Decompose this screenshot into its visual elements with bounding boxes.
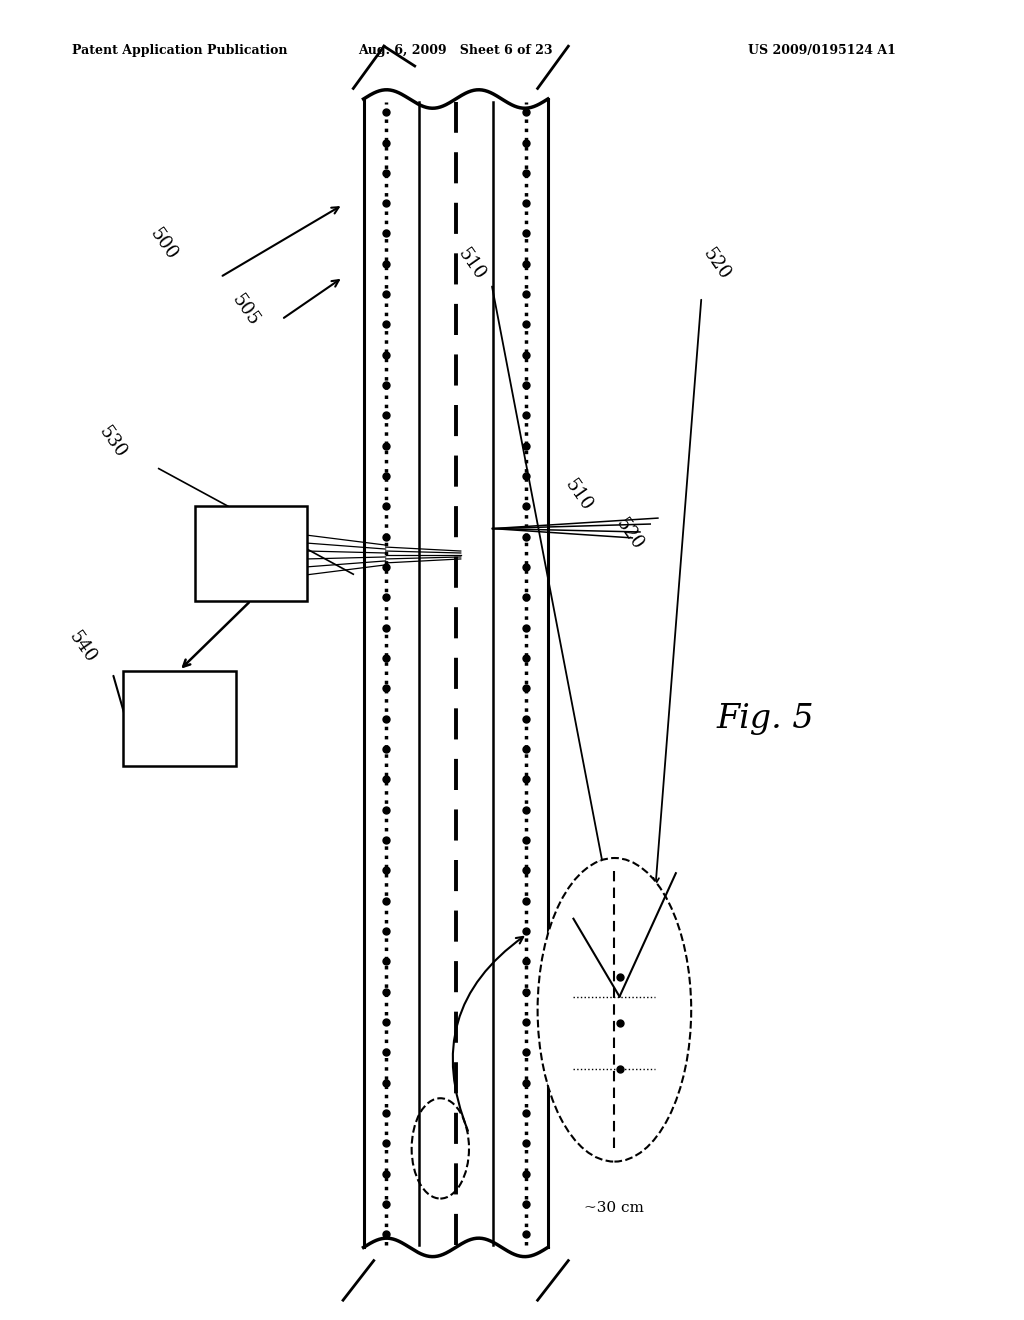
Text: US 2009/0195124 A1: US 2009/0195124 A1 xyxy=(748,44,895,57)
Text: 510: 510 xyxy=(561,475,596,515)
Bar xyxy=(123,671,236,766)
Text: 530: 530 xyxy=(95,422,130,462)
Text: Fig. 5: Fig. 5 xyxy=(717,704,814,735)
FancyArrowPatch shape xyxy=(453,937,523,1131)
Text: 500: 500 xyxy=(146,224,181,264)
Text: Aug. 6, 2009   Sheet 6 of 23: Aug. 6, 2009 Sheet 6 of 23 xyxy=(358,44,553,57)
Text: 520: 520 xyxy=(612,515,647,554)
Text: 540: 540 xyxy=(65,627,99,667)
Text: 505: 505 xyxy=(228,290,263,330)
Text: ~30 cm: ~30 cm xyxy=(585,1201,644,1216)
Ellipse shape xyxy=(538,858,691,1162)
Text: 510: 510 xyxy=(454,244,488,284)
Text: Patent Application Publication: Patent Application Publication xyxy=(72,44,287,57)
Text: 520: 520 xyxy=(699,244,734,284)
Bar xyxy=(195,506,307,601)
